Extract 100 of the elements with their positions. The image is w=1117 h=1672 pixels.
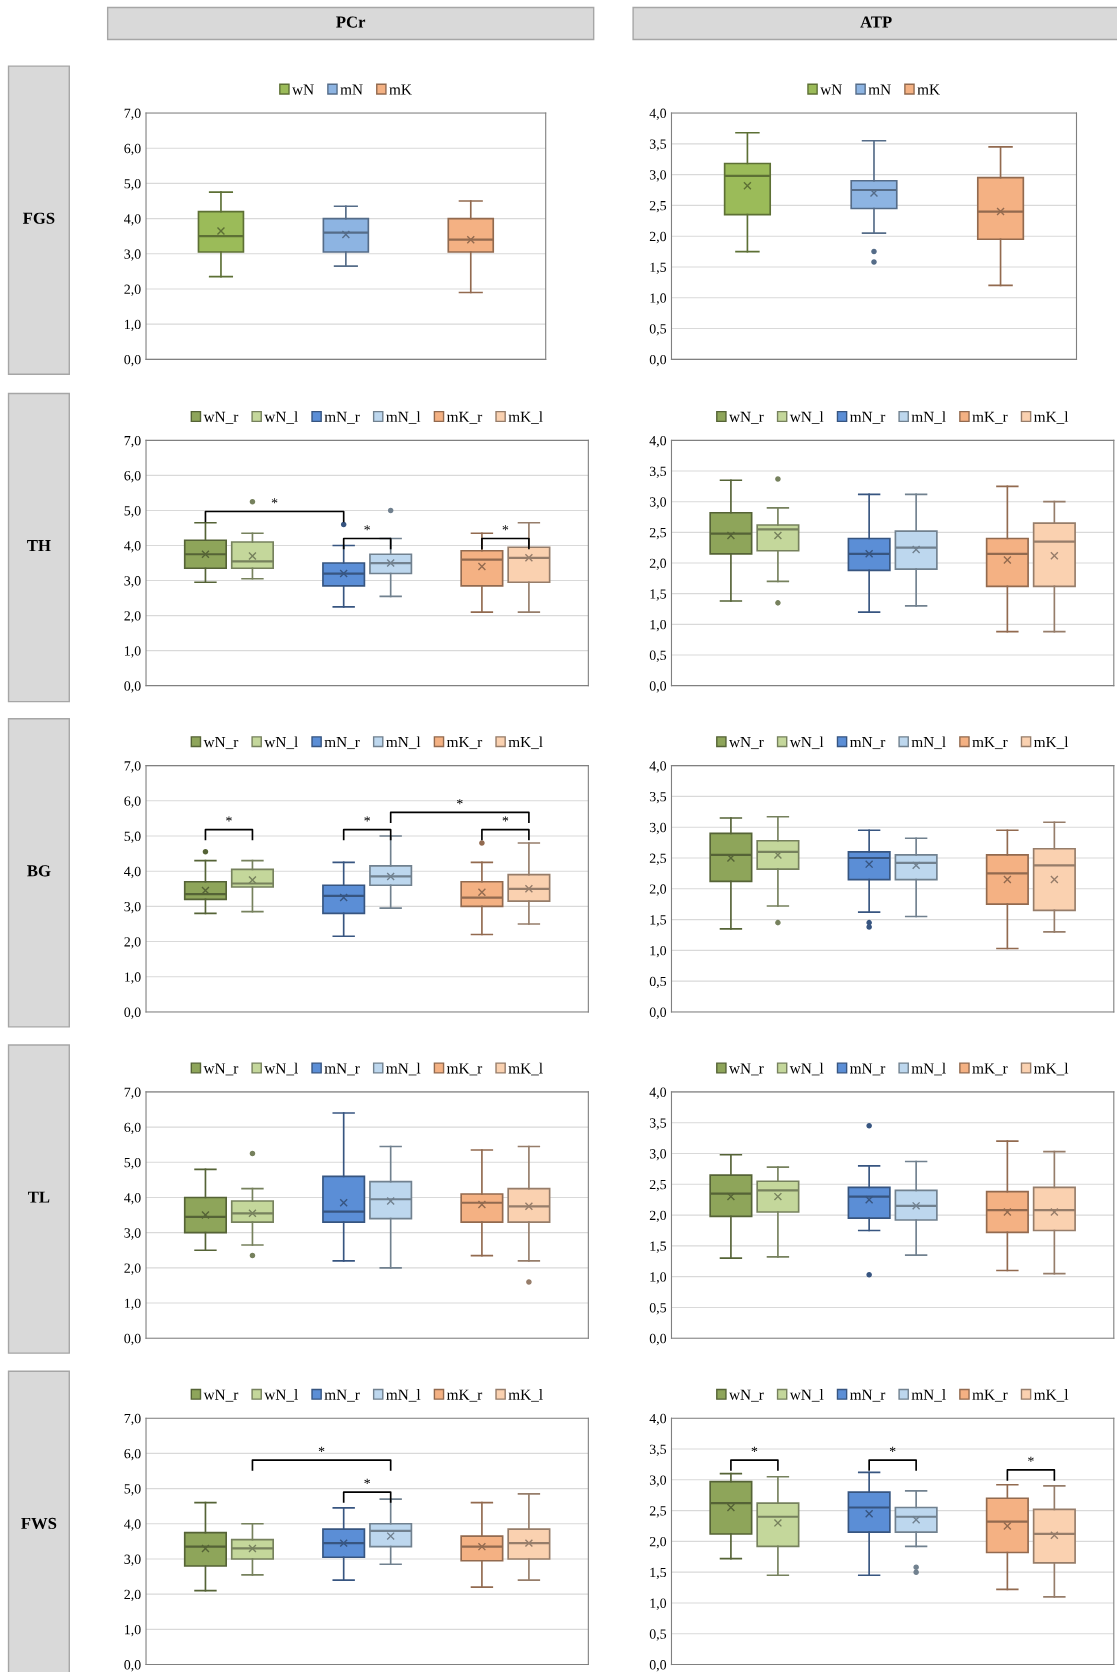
y-tick-label: 0,0 <box>124 354 141 367</box>
legend-label: mK_l <box>1034 736 1069 750</box>
legend-label: wN_r <box>203 737 239 750</box>
y-tick-label: 3,5 <box>649 466 667 478</box>
y-tick-label: 1,0 <box>125 972 141 984</box>
y-tick-label: 2,0 <box>649 231 667 244</box>
legend-label: mK_r <box>972 411 1008 424</box>
annotation: * <box>364 525 370 531</box>
annotation: * <box>889 1446 896 1452</box>
legend-label: wN_r <box>203 1063 239 1076</box>
y-tick-label: 5,0 <box>124 831 141 843</box>
annotation: * <box>502 525 509 531</box>
y-tick-label: 3,0 <box>649 1149 667 1161</box>
y-tick-label: 2,0 <box>124 1263 141 1275</box>
y-tick-label: 0,0 <box>124 1660 141 1672</box>
legend-label: mN_r <box>324 1389 360 1402</box>
legend-label: mN_l <box>911 1389 946 1402</box>
legend-label: mN_r <box>324 411 360 424</box>
y-tick-label: 6,0 <box>124 143 141 156</box>
legend-label: wN <box>292 84 314 95</box>
y-tick-label: 6,0 <box>124 796 141 808</box>
y-tick-label: 1,0 <box>125 1624 141 1637</box>
y-tick-label: 7,0 <box>124 1413 141 1426</box>
y-tick-label: 5,0 <box>124 1157 141 1170</box>
y-tick-label: 7,0 <box>124 108 141 120</box>
y-tick-label: 7,0 <box>124 761 141 773</box>
y-tick-label: 4,0 <box>649 108 667 120</box>
y-tick-label: 0,0 <box>649 681 667 693</box>
y-tick-label: 0,0 <box>124 1333 141 1346</box>
y-tick-label: 0,5 <box>649 1303 667 1315</box>
y-tick-label: 2,5 <box>649 1179 667 1192</box>
y-tick-label: 0,0 <box>124 1007 141 1019</box>
y-tick-label: 0,0 <box>649 1007 667 1019</box>
annotation: * <box>364 816 370 822</box>
y-tick-label: 1,5 <box>650 1567 667 1580</box>
y-axis-title: TL <box>28 1191 50 1203</box>
y-tick-label: 0,5 <box>649 324 667 336</box>
legend-label: mK_r <box>972 1389 1008 1402</box>
annotation: * <box>226 816 232 822</box>
annotation: * <box>1028 1456 1034 1462</box>
y-tick-label: 3,0 <box>124 1554 141 1566</box>
annotation: * <box>318 1446 325 1452</box>
y-tick-label: 2,0 <box>124 611 141 623</box>
y-tick-label: 2,5 <box>649 1506 667 1518</box>
legend-label: mK_r <box>972 737 1008 750</box>
legend-label: wN_l <box>789 736 824 750</box>
y-tick-label: 4,0 <box>649 1087 667 1099</box>
legend-label: wN_r <box>203 1389 239 1402</box>
legend-label: mN_l <box>386 411 421 424</box>
y-tick-label: 1,5 <box>650 262 667 274</box>
legend-label: mK_l <box>508 1062 543 1076</box>
legend-label: mK_r <box>446 737 483 750</box>
legend-label: wN_r <box>729 411 764 424</box>
y-tick-label: 2,0 <box>649 558 667 570</box>
y-tick-label: 7,0 <box>124 435 141 448</box>
y-tick-label: 0,0 <box>124 681 141 693</box>
y-tick-label: 3,0 <box>124 576 141 588</box>
y-axis-title: FGS <box>22 212 55 224</box>
legend-label: mK_l <box>1034 1062 1069 1076</box>
y-tick-label: 2,0 <box>124 1589 141 1602</box>
y-tick-label: 3,5 <box>649 139 667 151</box>
y-tick-label: 2,0 <box>124 284 141 296</box>
legend-label: mN_l <box>911 1062 946 1076</box>
y-tick-label: 2,0 <box>124 937 141 949</box>
y-tick-label: 4,0 <box>124 1193 141 1205</box>
annotation: * <box>364 1478 370 1484</box>
y-tick-label: 1,5 <box>650 915 667 927</box>
y-tick-label: 1,0 <box>125 319 141 332</box>
y-tick-label: 0,5 <box>649 650 667 662</box>
y-tick-label: 3,5 <box>649 1118 667 1130</box>
legend-label: wN_l <box>264 411 298 424</box>
legend-label: wN_l <box>264 1389 298 1402</box>
y-tick-label: 0,5 <box>649 976 667 989</box>
legend-label: mN <box>340 84 363 95</box>
y-axis-title: FWS <box>21 1517 57 1530</box>
y-tick-label: 6,0 <box>124 471 141 483</box>
y-tick-label: 3,0 <box>649 170 667 182</box>
legend-label: mK_l <box>508 411 543 424</box>
y-tick-label: 4,0 <box>124 214 141 226</box>
y-tick-label: 1,5 <box>650 1241 667 1253</box>
y-tick-label: 4,0 <box>649 761 667 773</box>
y-tick-label: 0,5 <box>649 1629 667 1641</box>
y-tick-label: 1,0 <box>650 1598 667 1610</box>
legend-label: mK_l <box>1034 1389 1069 1402</box>
legend-label: wN_r <box>729 1389 764 1402</box>
legend-label: mN_r <box>850 737 886 750</box>
legend-label: mK_l <box>508 736 543 750</box>
y-tick-label: 3,0 <box>124 901 141 914</box>
annotation: * <box>751 1446 758 1452</box>
legend-label: mN_r <box>850 1389 886 1402</box>
y-tick-label: 3,5 <box>649 792 667 804</box>
annotation: * <box>457 799 463 805</box>
y-tick-label: 3,0 <box>124 1228 141 1240</box>
y-axis-title: BG <box>27 865 51 877</box>
y-tick-label: 1,0 <box>125 646 141 658</box>
legend-label: mN <box>868 84 891 95</box>
legend-label: wN_l <box>789 411 824 424</box>
legend-label: wN_l <box>789 1062 824 1076</box>
y-tick-label: 3,0 <box>124 249 141 261</box>
y-tick-label: 4,0 <box>124 1519 141 1531</box>
